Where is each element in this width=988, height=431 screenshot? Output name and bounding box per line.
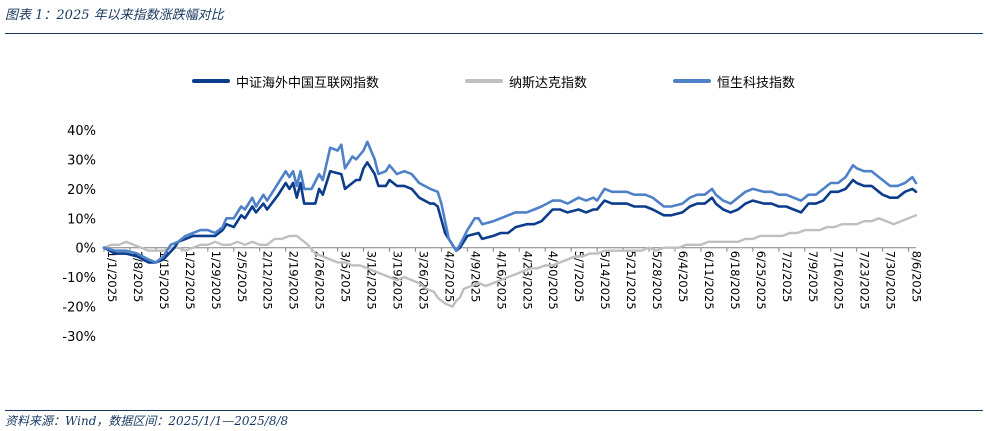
x-tick-label: 7/30/2025 <box>884 251 898 310</box>
chart-legend: 中证海外中国互联网指数 纳斯达克指数 恒生科技指数 <box>0 70 988 92</box>
series-line-hang-seng-tech <box>102 140 918 264</box>
y-tick-label: 30% <box>67 153 96 168</box>
legend-label-nasdaq: 纳斯达克指数 <box>509 75 588 91</box>
x-axis: 1/1/2025 1/8/2025 1/15/2025 1/22/2025 1/29/2… <box>103 247 924 310</box>
x-tick-label: 2/12/2025 <box>261 251 275 310</box>
y-axis: -30% -20% -10% 0% 10% 20% 30% 40% <box>62 124 96 345</box>
x-tick-label: 2/5/2025 <box>235 251 249 303</box>
legend-swatch-csi-china-internet <box>192 79 230 83</box>
x-tick-label: 4/9/2025 <box>468 251 482 303</box>
y-tick-label: 20% <box>67 183 96 198</box>
legend-item-hang-seng-tech: 恒生科技指数 <box>673 70 795 92</box>
y-tick-label: -30% <box>62 330 96 345</box>
series-layer <box>102 140 918 308</box>
bottom-rule <box>5 410 983 411</box>
x-tick-label: 1/1/2025 <box>105 251 119 303</box>
x-tick-label: 5/28/2025 <box>650 251 664 310</box>
x-tick-label: 7/23/2025 <box>858 251 872 310</box>
x-tick-label: 8/6/2025 <box>910 251 924 303</box>
x-tick-label: 7/9/2025 <box>806 251 820 303</box>
x-tick-label: 3/26/2025 <box>416 251 430 310</box>
x-tick-label: 3/12/2025 <box>365 251 379 310</box>
y-tick-label: -20% <box>62 301 96 316</box>
x-tick-label: 5/21/2025 <box>624 251 638 310</box>
legend-item-nasdaq: 纳斯达克指数 <box>465 70 587 92</box>
x-tick-label: 2/26/2025 <box>313 251 327 310</box>
x-tick-label: 6/25/2025 <box>754 251 768 310</box>
legend-swatch-hang-seng-tech <box>673 79 711 83</box>
source-note: 资料来源：Wind，数据区间：2025/1/1—2025/8/8 <box>5 414 289 428</box>
x-tick-label: 4/2/2025 <box>442 251 456 303</box>
series-line-nasdaq <box>102 214 918 308</box>
x-tick-label: 4/30/2025 <box>546 251 560 310</box>
series-line-csi-china-internet <box>102 161 918 264</box>
chart-title: 图表 1：2025 年以来指数涨跌幅对比 <box>5 8 224 23</box>
x-tick-label: 2/19/2025 <box>287 251 301 310</box>
y-tick-label: 0% <box>75 242 96 257</box>
x-tick-label: 4/23/2025 <box>520 251 534 310</box>
x-tick-label: 3/5/2025 <box>339 251 353 303</box>
x-tick-label: 5/14/2025 <box>598 251 612 310</box>
x-tick-label: 5/7/2025 <box>572 251 586 303</box>
x-tick-label: 1/22/2025 <box>183 251 197 310</box>
legend-label-hang-seng-tech: 恒生科技指数 <box>717 75 796 91</box>
x-tick-label: 6/11/2025 <box>702 251 716 310</box>
y-tick-label: 10% <box>67 212 96 227</box>
y-tick-label: 40% <box>67 124 96 139</box>
x-tick-label: 1/29/2025 <box>209 251 223 310</box>
y-tick-label: -10% <box>62 271 96 286</box>
x-tick-label: 7/2/2025 <box>780 251 794 303</box>
x-tick-label: 1/8/2025 <box>131 251 145 303</box>
legend-item-csi-china-internet: 中证海外中国互联网指数 <box>192 70 379 92</box>
legend-label-csi-china-internet: 中证海外中国互联网指数 <box>236 75 380 91</box>
x-tick-label: 6/18/2025 <box>728 251 742 310</box>
x-tick-label: 6/4/2025 <box>676 251 690 303</box>
legend-swatch-nasdaq <box>465 79 503 83</box>
top-rule <box>5 33 983 34</box>
x-tick-label: 1/15/2025 <box>157 251 171 310</box>
x-tick-label: 7/16/2025 <box>832 251 846 310</box>
